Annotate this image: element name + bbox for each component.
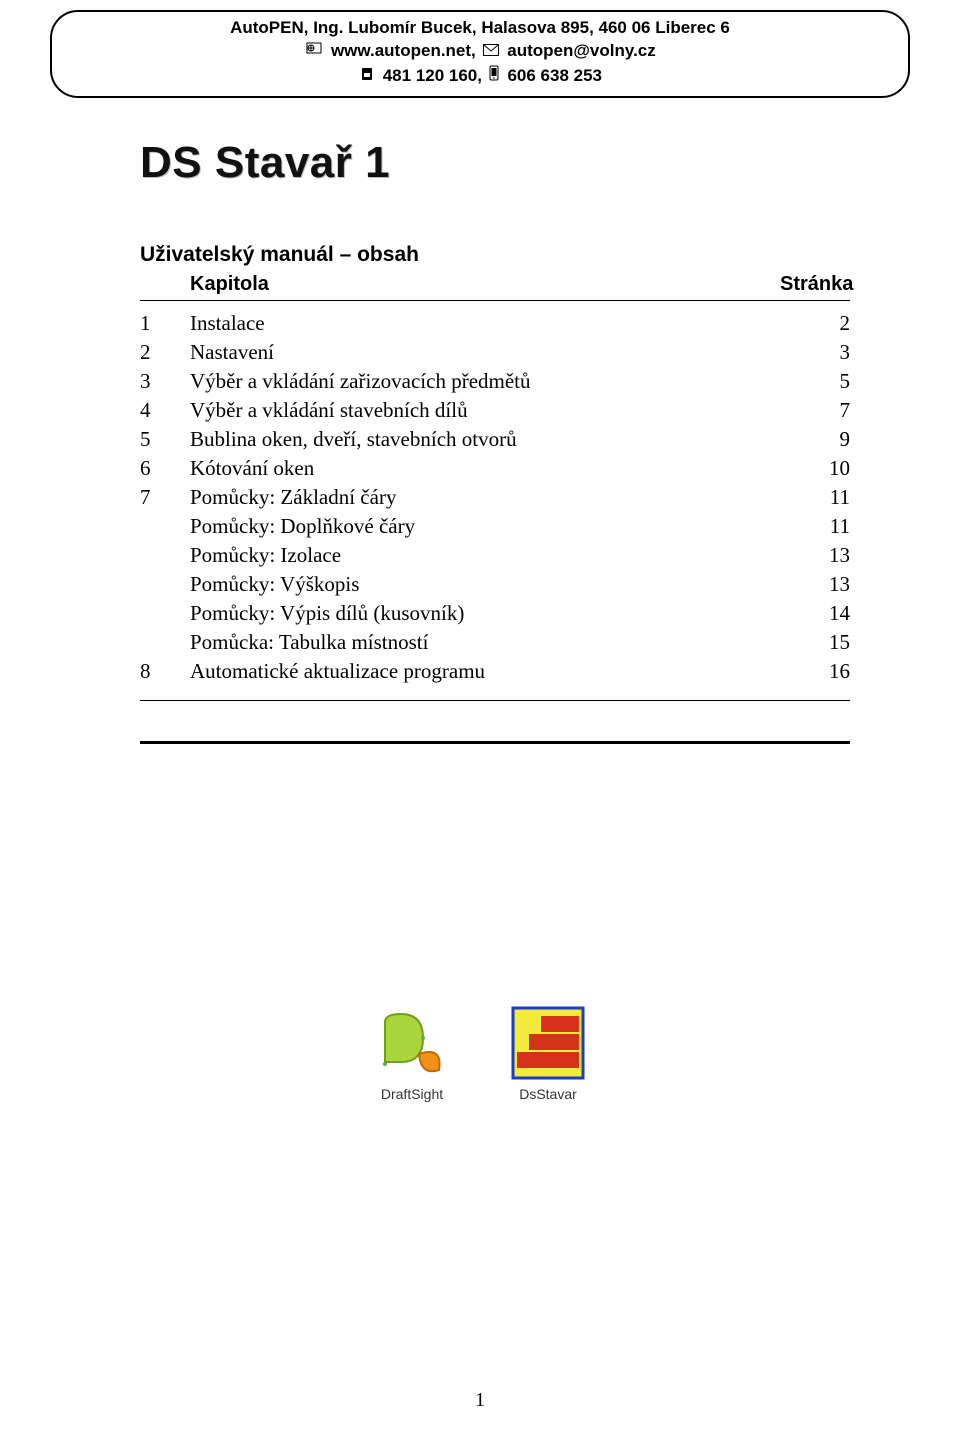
toc-row-title: Pomůcky: Výpis dílů (kusovník) [190,601,780,626]
toc-row: Pomůcky: Výpis dílů (kusovník)14 [140,599,850,628]
header-website: www.autopen.net, [331,41,476,60]
toc-row-page: 5 [780,369,850,394]
page-title: DS Stavař 1 [140,138,910,188]
toc-row-num: 6 [140,456,190,481]
toc-row-num: 7 [140,485,190,510]
toc-row-title: Pomůcky: Základní čáry [190,485,780,510]
toc-row-num [140,543,190,568]
toc-row: 4Výběr a vkládání stavebních dílů7 [140,396,850,425]
toc-row-title: Nastavení [190,340,780,365]
dsstavar-icon [509,1004,587,1082]
toc-row-num [140,630,190,655]
toc-row-title: Výběr a vkládání stavebních dílů [190,398,780,423]
toc-row-title: Pomůcka: Tabulka místností [190,630,780,655]
header-company-line: AutoPEN, Ing. Lubomír Bucek, Halasova 89… [92,18,868,38]
toc-row-page: 13 [780,572,850,597]
toc-header-page: Stránka [780,273,850,296]
toc-row-title: Automatické aktualizace programu [190,659,780,684]
toc-row-title: Pomůcky: Výškopis [190,572,780,597]
toc-row-num [140,514,190,539]
toc-row: Pomůcky: Izolace13 [140,541,850,570]
toc-row-title: Výběr a vkládání zařizovacích předmětů [190,369,780,394]
subtitle: Uživatelský manuál – obsah [140,243,910,267]
toc-row-page: 2 [780,311,850,336]
toc-header-chapter: Kapitola [190,273,780,296]
toc-row-num: 1 [140,311,190,336]
toc-row-page: 16 [780,659,850,684]
app-icons-row: DraftSight DsStavar [50,1004,910,1102]
toc-row-page: 11 [780,514,850,539]
toc-row-num: 8 [140,659,190,684]
toc-row-page: 9 [780,427,850,452]
toc-row-page: 13 [780,543,850,568]
phone-icon [360,66,374,86]
toc-row-title: Kótování oken [190,456,780,481]
toc-row: 7Pomůcky: Základní čáry11 [140,483,850,512]
toc-row-title: Pomůcky: Izolace [190,543,780,568]
toc-row-num: 2 [140,340,190,365]
toc-row-title: Pomůcky: Doplňkové čáry [190,514,780,539]
toc-row-num [140,572,190,597]
toc-row: 3Výběr a vkládání zařizovacích předmětů5 [140,367,850,396]
globe-icon [306,40,322,61]
dsstavar-caption: DsStavar [519,1086,577,1102]
header-phone1: 481 120 160, [383,66,482,85]
header-box: AutoPEN, Ing. Lubomír Bucek, Halasova 89… [50,10,910,98]
toc-row: 6Kótování oken10 [140,454,850,483]
toc-row-page: 11 [780,485,850,510]
draftsight-app-icon: DraftSight [362,1004,462,1102]
toc-row-num: 5 [140,427,190,452]
toc-row-page: 10 [780,456,850,481]
toc-row: 2Nastavení3 [140,338,850,367]
toc-row: Pomůcka: Tabulka místností15 [140,628,850,657]
dsstavar-app-icon: DsStavar [498,1004,598,1102]
toc-row-num [140,601,190,626]
toc-row: Pomůcky: Doplňkové čáry11 [140,512,850,541]
toc-row: Pomůcky: Výškopis13 [140,570,850,599]
page-number: 1 [0,1389,960,1412]
mobile-icon [489,65,499,86]
toc-row-page: 7 [780,398,850,423]
toc-row-title: Instalace [190,311,780,336]
envelope-icon [483,41,499,61]
toc-row-page: 3 [780,340,850,365]
toc-row-num: 4 [140,398,190,423]
document-page: AutoPEN, Ing. Lubomír Bucek, Halasova 89… [0,0,960,1432]
toc-row-page: 15 [780,630,850,655]
toc-header-row: Kapitola Stránka [140,273,850,301]
toc-row: 1Instalace2 [140,309,850,338]
toc-row-page: 14 [780,601,850,626]
header-contact-web: www.autopen.net, autopen@volny.cz [92,40,868,63]
toc-row-num: 3 [140,369,190,394]
draftsight-caption: DraftSight [381,1086,443,1102]
header-contact-phone: 481 120 160, 606 638 253 [92,65,868,88]
divider-thin [140,700,850,701]
divider-thick [140,741,850,744]
toc-row: 5Bublina oken, dveří, stavebních otvorů9 [140,425,850,454]
header-email: autopen@volny.cz [507,41,656,60]
draftsight-icon [373,1004,451,1082]
toc-row: 8Automatické aktualizace programu16 [140,657,850,686]
toc-header-num [140,273,190,296]
header-phone2: 606 638 253 [507,66,602,85]
toc-row-title: Bublina oken, dveří, stavebních otvorů [190,427,780,452]
toc-list: 1Instalace22Nastavení33Výběr a vkládání … [140,309,850,686]
